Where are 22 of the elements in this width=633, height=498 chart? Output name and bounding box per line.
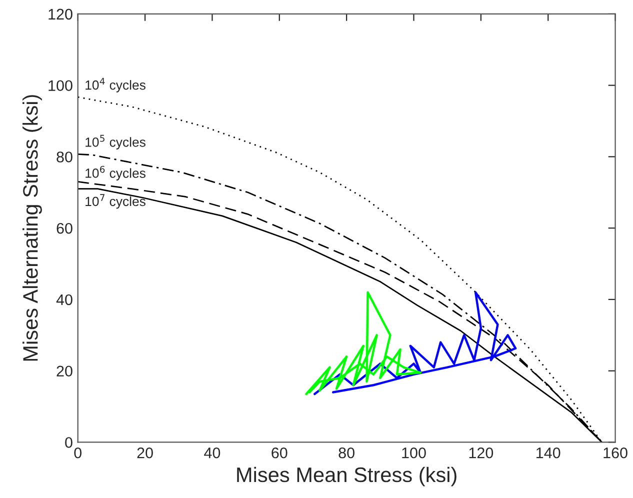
y-tick-label: 60 bbox=[56, 222, 72, 234]
x-tick-label: 40 bbox=[204, 447, 220, 458]
y-tick-label: 20 bbox=[56, 366, 72, 377]
x-tick-label: 0 bbox=[74, 447, 82, 458]
x-tick-label: 160 bbox=[604, 447, 628, 458]
y-tick-label: 120 bbox=[48, 8, 72, 20]
x-tick-label: 100 bbox=[402, 447, 426, 458]
series-label: 10$^{7}$ cycles bbox=[86, 194, 146, 209]
x-tick-label: 20 bbox=[137, 447, 153, 458]
y-axis-title: Mises Alternating Stress (ksi) bbox=[22, 95, 42, 361]
series-label: 10$^{5}$ cycles bbox=[86, 134, 146, 150]
y-tick-label: 100 bbox=[48, 80, 72, 92]
x-tick-label: 140 bbox=[536, 447, 560, 458]
y-tick-label: 80 bbox=[56, 152, 72, 162]
x-tick-label: 120 bbox=[469, 447, 494, 458]
series-label: 10$^{4}$ cycles bbox=[86, 78, 146, 92]
x-axis-title: Mises Mean Stress (ksi) bbox=[237, 466, 456, 486]
series-label: 10$^{6}$ cycles bbox=[86, 166, 146, 180]
y-tick-label: 40 bbox=[56, 294, 72, 306]
x-tick-label: 60 bbox=[272, 447, 288, 458]
x-tick-label: 80 bbox=[338, 447, 354, 458]
y-tick-label: 0 bbox=[65, 437, 72, 448]
